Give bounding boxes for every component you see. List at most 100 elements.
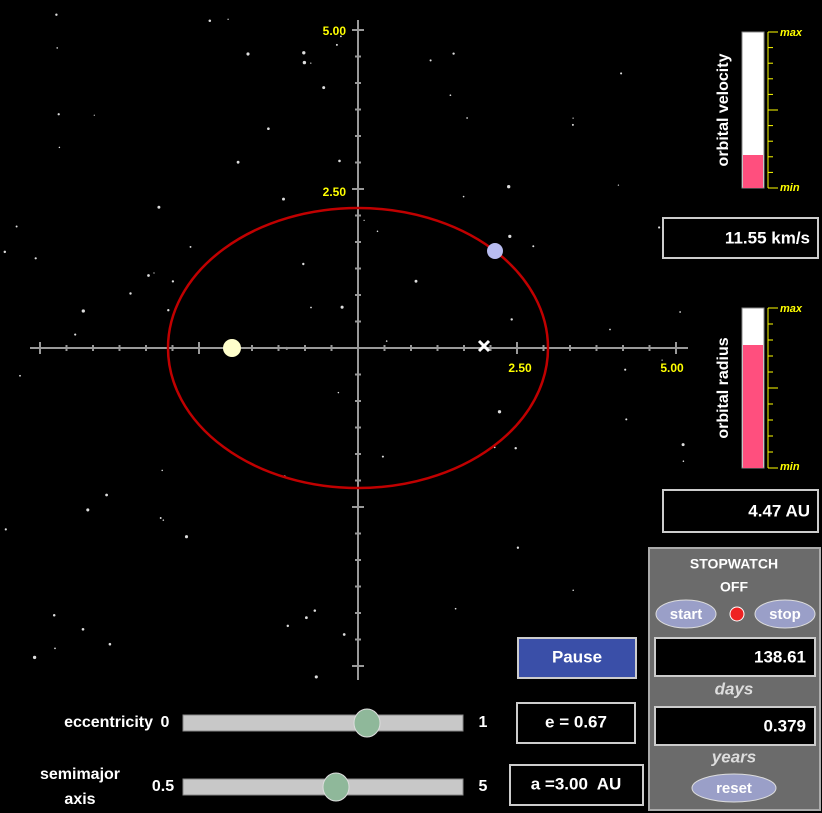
star — [343, 633, 346, 636]
pause-label: Pause — [552, 647, 602, 666]
stopwatch-title: STOPWATCH — [690, 556, 778, 572]
slider-label: semimajor — [40, 766, 120, 783]
star — [58, 113, 60, 115]
star — [382, 456, 384, 458]
star — [105, 494, 108, 497]
star — [82, 309, 85, 312]
star — [338, 160, 341, 163]
slider-min: 0.5 — [152, 778, 174, 795]
star — [572, 117, 573, 118]
star — [532, 245, 534, 247]
star — [4, 251, 6, 253]
star — [310, 62, 311, 63]
star — [514, 447, 516, 449]
x-tick-label: 2.50 — [508, 361, 532, 375]
star — [147, 274, 150, 277]
star — [5, 528, 7, 530]
meter-label: orbital velocity — [715, 53, 732, 166]
star — [153, 272, 154, 273]
star — [341, 306, 344, 309]
planet[interactable] — [487, 243, 503, 259]
star — [315, 675, 318, 678]
start-label: start — [670, 606, 703, 623]
y-tick-label: 2.50 — [323, 185, 347, 199]
star — [508, 235, 511, 238]
slider-max: 1 — [479, 714, 488, 731]
star — [33, 656, 36, 659]
meter-label: orbital radius — [715, 337, 732, 438]
days-label: days — [715, 679, 754, 698]
years-label: years — [711, 747, 756, 766]
slider-knob[interactable] — [323, 773, 349, 801]
slider-track[interactable] — [183, 715, 463, 731]
reset-label: reset — [716, 780, 752, 797]
star — [157, 206, 160, 209]
star — [430, 59, 432, 61]
star — [322, 86, 325, 89]
meter-max: max — [780, 27, 803, 39]
slider-max: 5 — [479, 778, 488, 795]
star — [190, 246, 192, 248]
star — [55, 14, 57, 16]
years-value: 0.379 — [763, 716, 806, 735]
star — [19, 375, 21, 377]
star — [172, 280, 174, 282]
star — [35, 257, 37, 259]
star — [455, 608, 457, 610]
star — [305, 616, 308, 619]
star — [54, 648, 56, 650]
star — [302, 263, 304, 265]
star — [452, 52, 454, 54]
sun — [223, 339, 241, 357]
meter-fill — [743, 155, 763, 188]
star — [86, 508, 89, 511]
radius-readout: 4.47 AU — [748, 501, 810, 520]
star — [303, 61, 306, 64]
meter-fill — [743, 345, 763, 468]
semimajor-readout: a =3.00 AU — [531, 774, 622, 793]
star — [463, 196, 465, 198]
star — [161, 470, 163, 472]
star — [59, 147, 61, 149]
star — [56, 47, 58, 49]
star — [386, 340, 388, 342]
star — [246, 52, 249, 55]
star — [314, 609, 317, 612]
star — [618, 184, 619, 185]
y-tick-label: 5.00 — [323, 24, 347, 38]
slider-label: eccentricity — [64, 714, 153, 731]
star — [185, 535, 188, 538]
star — [167, 309, 169, 311]
slider-knob[interactable] — [354, 709, 380, 737]
slider-label: axis — [64, 791, 95, 808]
star — [625, 418, 627, 420]
star — [415, 280, 418, 283]
star — [82, 628, 85, 631]
star — [16, 226, 18, 228]
status-light — [730, 607, 744, 621]
star — [517, 547, 519, 549]
star — [94, 115, 95, 116]
star — [377, 231, 379, 233]
star — [129, 292, 131, 294]
star — [310, 307, 312, 309]
star — [163, 519, 165, 521]
star — [74, 334, 76, 336]
stop-label: stop — [769, 606, 801, 623]
slider-min: 0 — [161, 714, 170, 731]
meter-min: min — [780, 461, 800, 473]
star — [160, 517, 162, 519]
star — [363, 220, 364, 221]
star — [620, 72, 622, 74]
eccentricity-readout: e = 0.67 — [545, 712, 607, 731]
star — [658, 226, 660, 228]
star — [683, 460, 685, 462]
star — [338, 392, 339, 393]
star — [507, 185, 510, 188]
star — [572, 590, 574, 592]
simulator: 5.00 2.50 2.50 5.00 orbital velocity max… — [0, 0, 822, 813]
star — [498, 410, 501, 413]
star — [237, 161, 240, 164]
star — [609, 329, 611, 331]
star — [679, 311, 681, 313]
